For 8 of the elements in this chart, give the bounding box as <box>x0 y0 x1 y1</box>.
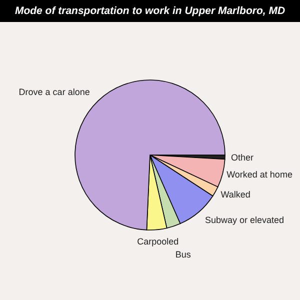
slice-label: Worked at home <box>226 169 292 180</box>
slice-label: Walked <box>220 189 250 200</box>
slice-label: Bus <box>175 250 192 260</box>
slice-label: Drove a car alone <box>18 87 90 98</box>
chart-title: Mode of transportation to work in Upper Marlboro, MD <box>0 0 300 22</box>
slice-label: Other <box>230 152 254 162</box>
slice-label: Subway or elevated <box>205 214 284 225</box>
slice-label: Carpooled <box>137 236 179 247</box>
